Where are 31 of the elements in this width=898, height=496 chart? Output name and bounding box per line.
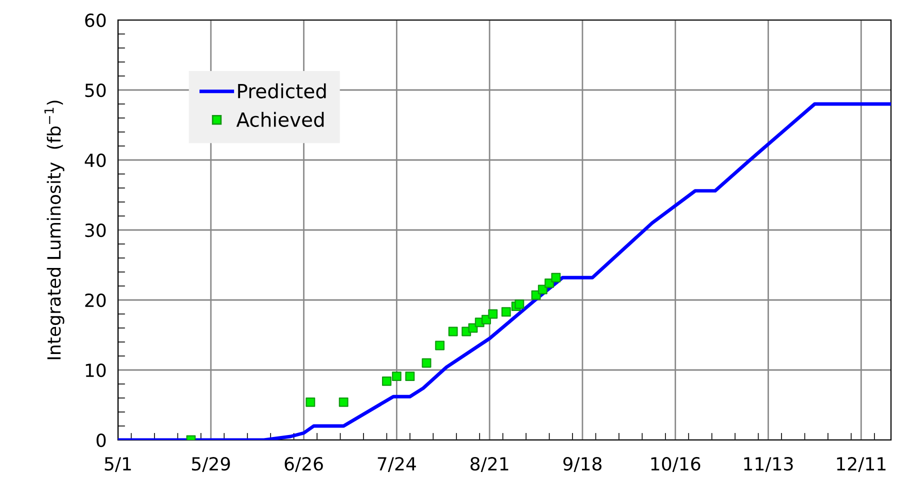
point <box>392 372 402 382</box>
x-tick-label: 5/29 <box>192 456 230 472</box>
legend-label: Predicted <box>238 83 326 98</box>
x-tick-label: 8/21 <box>470 456 508 472</box>
legend-label: Achieved <box>236 112 324 127</box>
x-tick-label: 6/26 <box>284 456 323 472</box>
x-tick-label: 11/13 <box>744 456 793 472</box>
y-tick-label: 50 <box>85 83 106 98</box>
point <box>448 326 458 336</box>
point <box>488 309 498 319</box>
point <box>435 340 445 350</box>
point <box>382 376 392 386</box>
y-tick-label: 40 <box>84 153 106 168</box>
y-tick-label: 0 <box>96 433 106 448</box>
point <box>338 397 348 407</box>
y-tick-label: 30 <box>85 223 106 238</box>
point <box>551 272 561 282</box>
point <box>306 397 316 407</box>
x-tick-label: 12/11 <box>837 456 886 472</box>
point <box>405 372 415 382</box>
point <box>514 299 524 309</box>
x-tick-label: 7/24 <box>378 456 416 472</box>
y-tick-label: 20 <box>85 293 106 308</box>
y-tick-label: 10 <box>86 363 106 378</box>
x-tick-label: 5/1 <box>104 457 131 472</box>
x-tick-label: 10/16 <box>651 456 700 472</box>
y-axis-title: Integrated Luminosity (fb$^{−1}$) <box>44 100 64 360</box>
point <box>422 358 432 368</box>
point <box>501 307 511 317</box>
y-tick-label: 60 <box>85 13 106 28</box>
x-tick-label: 9/18 <box>563 456 602 472</box>
